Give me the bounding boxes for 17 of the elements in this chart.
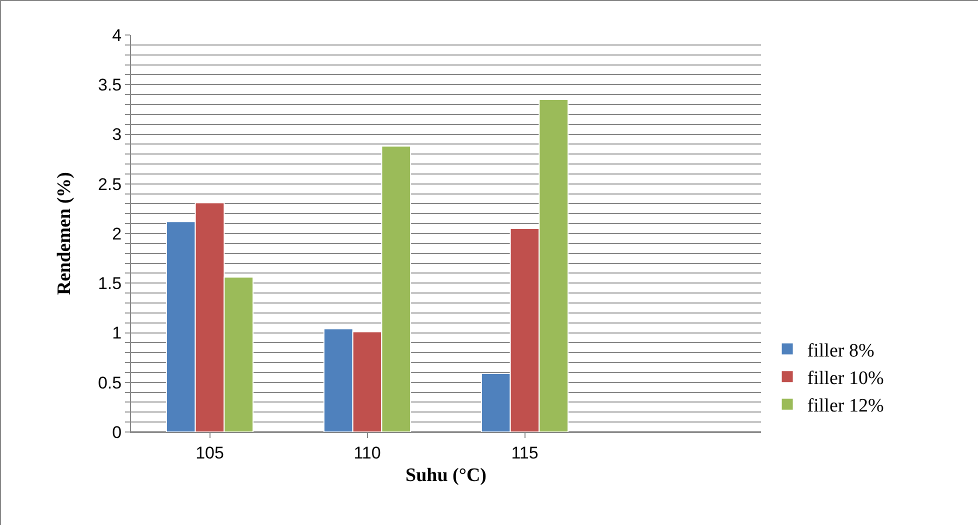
x-tick-label: 110 (354, 443, 381, 462)
x-axis-title: Suhu (°C) (406, 465, 486, 486)
legend-label: filler 10% (807, 368, 884, 390)
y-tick-label: 2 (112, 224, 122, 244)
y-tick-label: 3.5 (98, 76, 122, 95)
y-tick-label: 1 (112, 324, 122, 343)
legend-label: filler 8% (807, 340, 874, 362)
y-tick-label: 3 (112, 125, 122, 144)
y-axis-title: Rendemen (%) (54, 172, 75, 295)
y-tick-label: 1.5 (98, 274, 122, 294)
x-tick-label: 115 (511, 443, 538, 462)
x-tick-label: 105 (196, 443, 224, 462)
y-tick-label: 0.5 (98, 373, 122, 392)
y-tick-label: 2.5 (98, 174, 122, 194)
legend-label: filler 12% (807, 396, 884, 417)
y-tick-label: 0 (112, 422, 122, 442)
y-tick-label: 4 (112, 26, 122, 45)
